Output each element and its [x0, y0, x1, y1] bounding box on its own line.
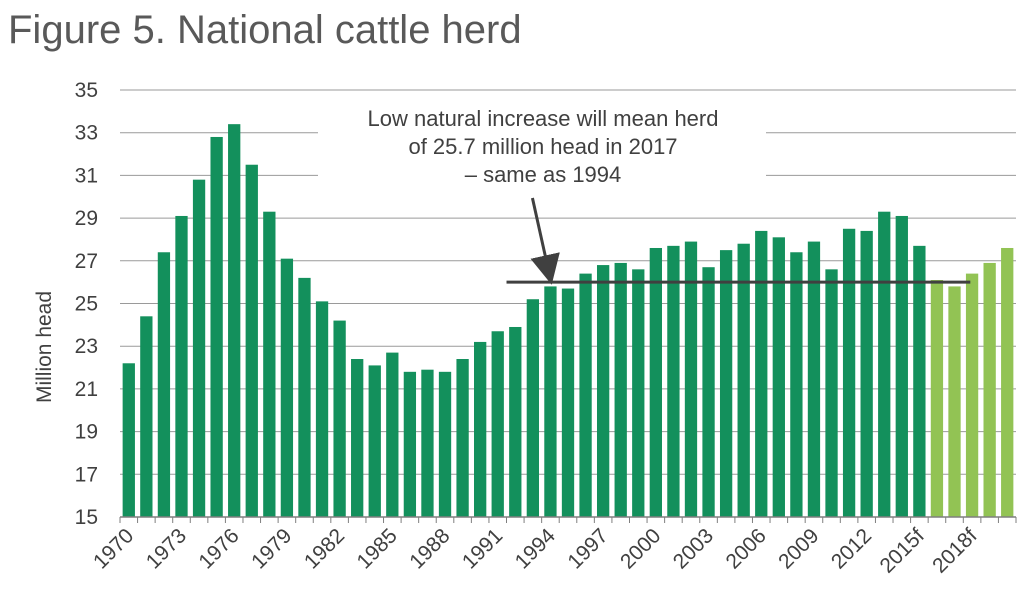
bar	[421, 369, 434, 517]
y-tick-label: 19	[75, 421, 98, 444]
bar	[737, 243, 750, 517]
bar	[474, 341, 487, 517]
bar	[755, 230, 768, 517]
bars	[122, 124, 1014, 518]
x-tick-label: 1970	[89, 524, 138, 573]
x-tick-label: 2006	[721, 524, 770, 573]
bar	[649, 247, 662, 518]
bar	[526, 299, 540, 517]
bar	[491, 331, 504, 517]
y-axis-label: Million head	[33, 291, 56, 403]
y-tick-label: 35	[75, 79, 98, 102]
x-tick-label: 1982	[300, 524, 349, 573]
bar	[719, 250, 733, 517]
y-tick-label: 21	[75, 378, 98, 401]
y-tick-label: 15	[75, 506, 98, 529]
bar	[579, 273, 592, 517]
bar	[895, 215, 908, 517]
bar	[245, 164, 258, 517]
y-tick-label: 29	[75, 207, 98, 230]
y-tick-label: 31	[75, 164, 98, 187]
bar	[122, 363, 135, 517]
bar	[684, 241, 698, 517]
bar	[965, 273, 979, 517]
annotation-background	[318, 100, 766, 198]
bar	[807, 241, 821, 517]
bar	[913, 245, 926, 518]
chart-title: Figure 5. National cattle herd	[8, 8, 522, 52]
bar	[632, 269, 645, 517]
bar	[210, 136, 223, 517]
bar	[386, 352, 399, 517]
bar	[596, 265, 610, 517]
bar	[351, 359, 364, 517]
x-tick-label: 1976	[194, 524, 243, 573]
bar	[842, 228, 856, 517]
x-tick-label: 1997	[563, 524, 612, 573]
bar	[561, 288, 575, 517]
bar	[333, 320, 346, 517]
bar	[614, 262, 627, 517]
annotation-arrow	[530, 197, 560, 285]
x-tick-label: 2015f	[875, 524, 929, 578]
y-tick-label: 27	[75, 250, 98, 273]
x-tick-label: 1991	[458, 524, 507, 573]
bar	[948, 286, 961, 517]
bar	[544, 286, 557, 517]
x-axis	[119, 516, 1017, 523]
y-tick-label: 23	[75, 335, 98, 358]
x-tick-label: 1988	[405, 524, 454, 573]
annotation-line: – same as 1994	[465, 162, 622, 187]
x-tick-label: 1994	[511, 524, 561, 574]
bar	[860, 230, 873, 517]
x-tick-label: 2012	[827, 524, 876, 573]
bar	[983, 262, 996, 517]
x-axis-ticks: 1970 1973 1976 1979 1982 1985 1988 1991 1994 1997…	[89, 524, 982, 578]
bar	[280, 258, 294, 517]
x-tick-label: 1973	[142, 524, 191, 573]
bar	[315, 301, 329, 517]
bar	[772, 237, 785, 517]
bar	[509, 326, 522, 517]
bar	[878, 211, 891, 517]
x-tick-label: 2003	[669, 524, 718, 573]
bar	[930, 280, 944, 517]
bar	[192, 179, 206, 518]
bar	[175, 215, 188, 517]
bar	[368, 365, 381, 517]
bar	[825, 269, 838, 517]
y-tick-label: 17	[75, 463, 98, 486]
bar	[228, 124, 241, 517]
bar	[456, 359, 469, 517]
x-tick-label: 1979	[247, 524, 296, 573]
x-tick-label: 2000	[616, 524, 665, 573]
bar	[438, 371, 452, 517]
bar	[140, 316, 153, 517]
bar	[790, 252, 803, 517]
x-tick-label: 2009	[774, 524, 823, 573]
bar	[263, 211, 276, 517]
y-axis-ticks: 15 17 19 21 23 25 27 29 31 33 35	[75, 79, 98, 529]
annotation-line: Low natural increase will mean herd	[368, 106, 719, 131]
bar	[157, 252, 171, 517]
x-tick-label: 1985	[353, 524, 402, 573]
bar	[403, 371, 417, 517]
bar	[702, 267, 715, 517]
annotation-group: Low natural increase will mean herd of 25…	[318, 100, 766, 285]
bar	[1001, 247, 1014, 518]
bar	[298, 277, 311, 517]
y-tick-label: 33	[75, 122, 98, 145]
annotation-line: of 25.7 million head in 2017	[408, 134, 677, 159]
x-tick-label: 2018f	[928, 524, 982, 578]
bar	[667, 245, 680, 518]
y-tick-label: 25	[75, 293, 98, 316]
